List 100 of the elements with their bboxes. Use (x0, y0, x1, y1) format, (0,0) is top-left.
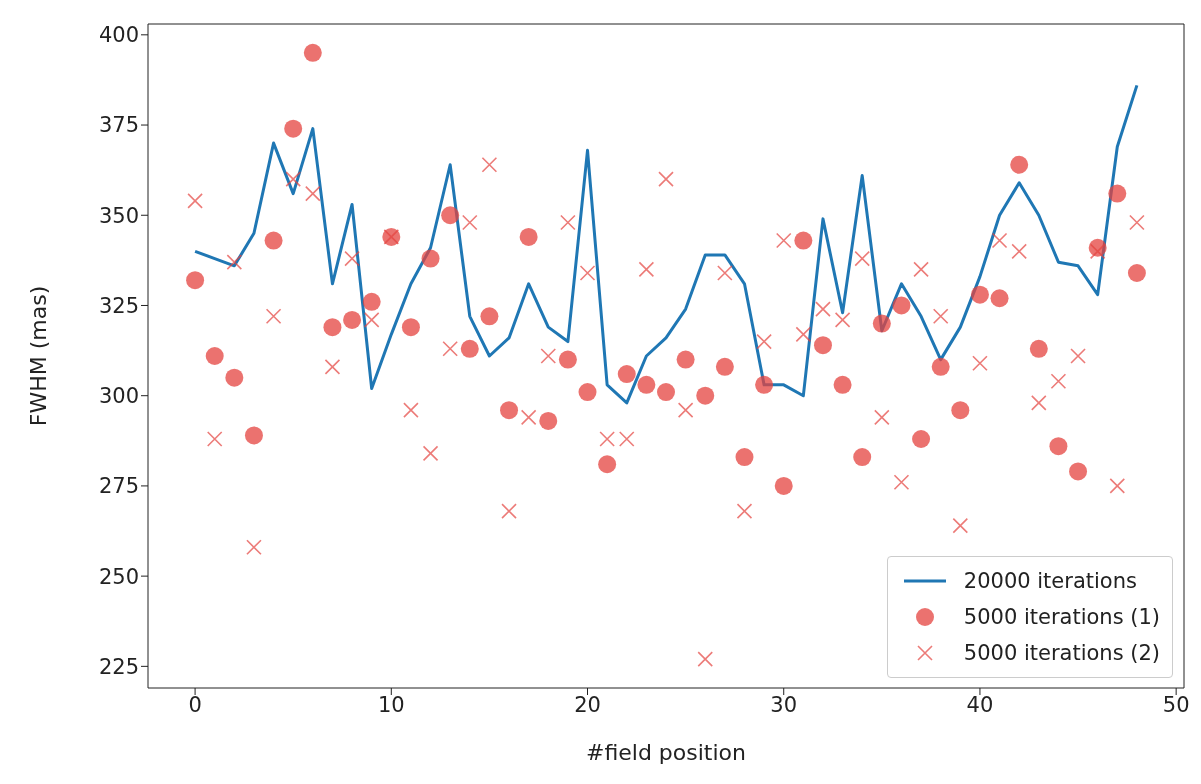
x-tick-label: 50 (1162, 692, 1190, 717)
point (540, 348, 557, 364)
point (558, 350, 577, 369)
y-axis-title: FWHM (mas) (25, 285, 51, 427)
point (913, 261, 929, 278)
point (1029, 339, 1048, 358)
point (872, 314, 891, 333)
point (893, 474, 910, 491)
point (676, 350, 695, 369)
point (303, 43, 322, 62)
point (1129, 214, 1145, 231)
point (460, 339, 479, 358)
point (1109, 478, 1126, 494)
x-tick-label: 20 (574, 692, 601, 717)
point (715, 357, 734, 376)
y-tick-label: 225 (98, 654, 139, 679)
y-tick-label: 250 (98, 564, 139, 589)
legend-label: 5000 iterations (1) (963, 605, 1160, 629)
point (187, 193, 203, 209)
point (501, 503, 517, 519)
point (952, 517, 969, 534)
point (813, 336, 832, 355)
point (658, 171, 674, 187)
x-tick-label: 0 (188, 692, 202, 717)
point (598, 455, 617, 474)
point (874, 409, 890, 426)
point (599, 431, 615, 447)
point (735, 448, 754, 467)
point (795, 326, 812, 343)
point (815, 301, 831, 317)
point (755, 375, 774, 394)
point (500, 401, 519, 420)
point (1011, 243, 1027, 260)
y-tick-label: 300 (98, 384, 139, 409)
point (461, 214, 478, 231)
point (578, 383, 597, 402)
point (285, 171, 301, 187)
line-series (193, 83, 1139, 405)
point (677, 402, 694, 418)
point (833, 375, 852, 394)
legend-label: 5000 iterations (2) (963, 641, 1160, 665)
x-tick-label: 40 (966, 692, 994, 717)
point (226, 254, 243, 270)
x-tick-label: 10 (377, 692, 405, 717)
point (892, 296, 911, 315)
point (422, 445, 439, 462)
point (246, 539, 262, 556)
point (912, 430, 931, 448)
point (205, 347, 224, 365)
point (1069, 462, 1088, 481)
point (657, 383, 675, 402)
point (1049, 437, 1068, 456)
point (324, 359, 341, 375)
point (932, 308, 949, 325)
point (244, 426, 263, 445)
point (225, 368, 244, 387)
point (480, 307, 499, 326)
point (560, 214, 576, 231)
point (363, 312, 380, 328)
point (1031, 395, 1047, 411)
point (403, 402, 419, 418)
point (637, 375, 656, 394)
point (1089, 243, 1106, 260)
point (206, 431, 223, 447)
point (264, 231, 283, 250)
point (970, 285, 989, 304)
legend-label: 20000 iterations (963, 569, 1137, 593)
point (1010, 155, 1029, 174)
point (362, 292, 381, 311)
point (834, 312, 851, 328)
point (775, 232, 792, 249)
y-tick-label: 350 (98, 203, 139, 228)
point (284, 119, 303, 138)
point (990, 289, 1009, 308)
point (638, 261, 655, 278)
point (1050, 373, 1067, 390)
point (186, 271, 205, 290)
point (1108, 184, 1127, 203)
point (618, 431, 635, 447)
x-axis-title: #field position (585, 740, 747, 765)
point (323, 318, 342, 337)
y-tick-label: 275 (98, 474, 139, 499)
point (774, 476, 793, 495)
point (794, 231, 813, 250)
point (1127, 264, 1146, 282)
point (951, 401, 970, 420)
point (717, 265, 733, 281)
point (481, 156, 498, 173)
point (617, 365, 636, 384)
point (931, 357, 950, 376)
point (421, 249, 440, 268)
point (441, 206, 460, 225)
x-tick-label: 30 (770, 692, 798, 717)
point (343, 310, 362, 329)
point (1070, 348, 1086, 364)
point (344, 250, 360, 267)
point (442, 340, 458, 357)
y-tick-label: 325 (98, 293, 139, 318)
point (305, 185, 321, 202)
point (736, 503, 753, 519)
